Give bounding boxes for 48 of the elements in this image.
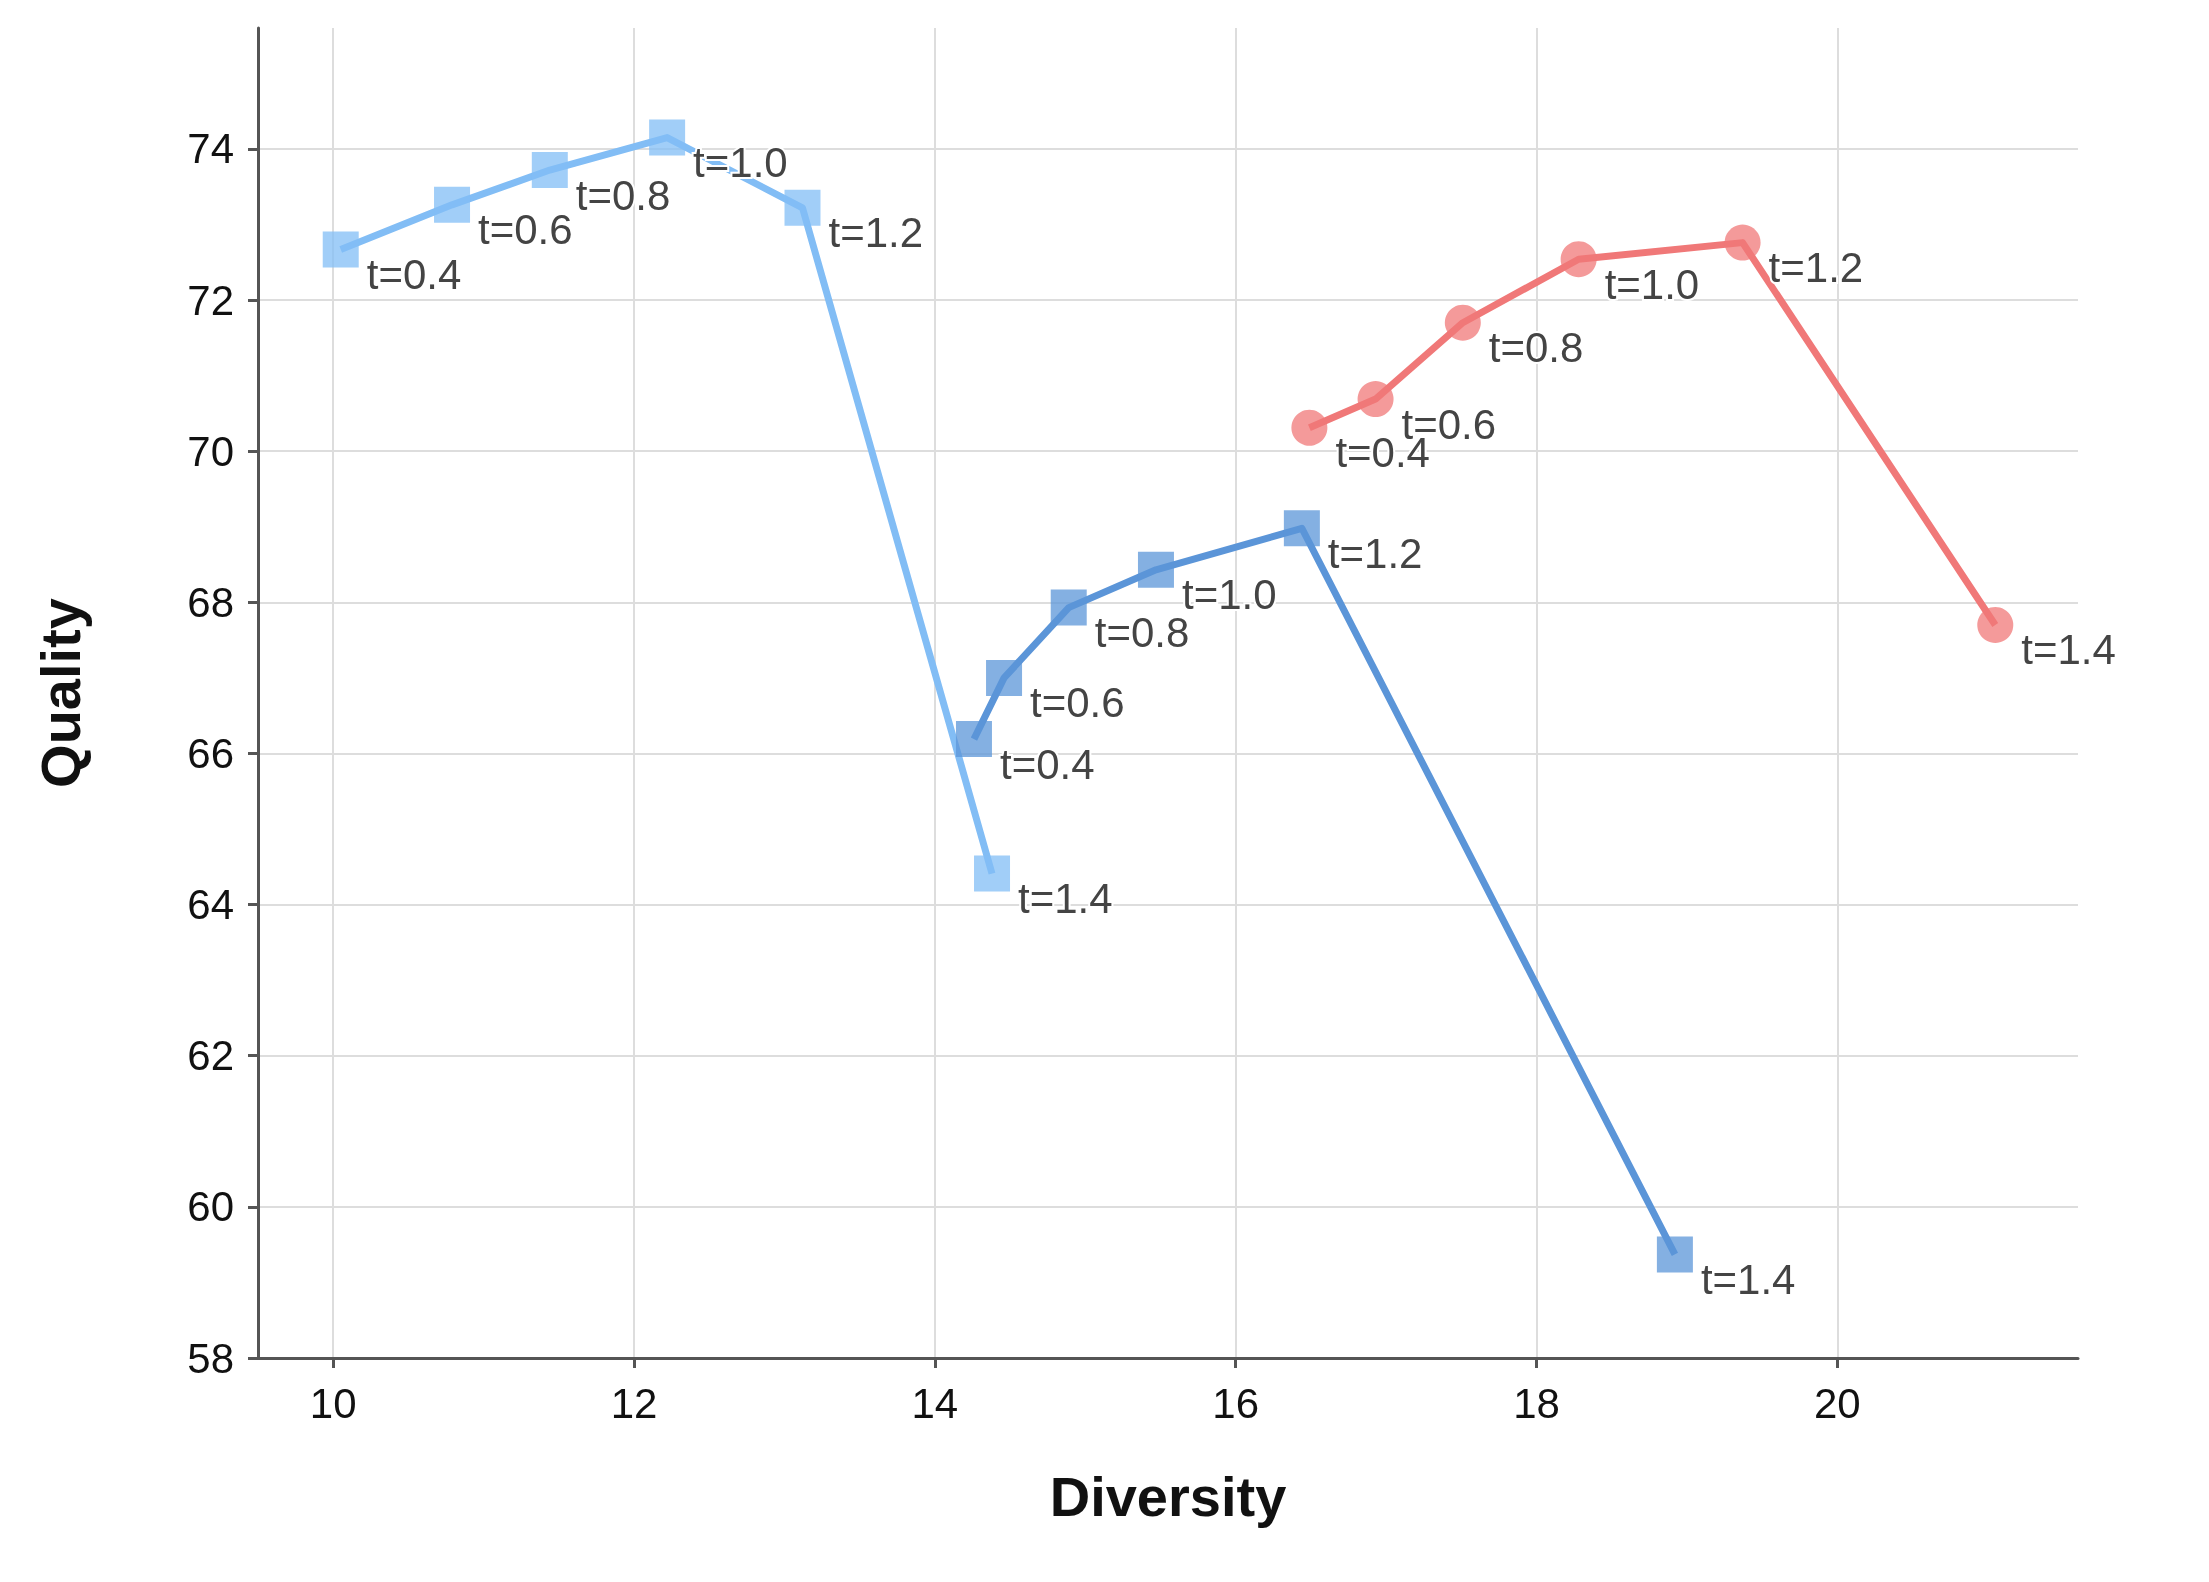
- y-tick-label: 64: [187, 881, 234, 929]
- point: [1977, 607, 2014, 643]
- point: [974, 855, 1011, 892]
- x-tick-label: 16: [1212, 1379, 1260, 1427]
- annotation: t=1.0: [1604, 260, 1700, 308]
- point: [1560, 241, 1597, 278]
- point: [649, 119, 686, 156]
- point: [986, 659, 1023, 696]
- annotation: t=0.4: [999, 740, 1095, 788]
- point: [1283, 510, 1320, 547]
- annotation: t=0.8: [1488, 324, 1584, 372]
- annotation: t=0.6: [1030, 679, 1125, 727]
- y-tick-label: 60: [187, 1183, 234, 1231]
- annotation: t=1.4: [2021, 626, 2116, 674]
- point: [955, 721, 992, 758]
- point: [434, 186, 471, 223]
- x-tick-label: 14: [911, 1379, 959, 1427]
- y-tick-label: 74: [187, 125, 234, 173]
- point: [531, 152, 568, 189]
- point: [1357, 381, 1394, 418]
- point: [1137, 551, 1174, 588]
- annotation: t=1.4: [1018, 875, 1113, 923]
- x-tick-label: 20: [1813, 1379, 1861, 1427]
- annotation: t=0.8: [575, 171, 671, 219]
- point: [1724, 224, 1761, 261]
- y-tick-label: 62: [187, 1032, 234, 1080]
- point: [1444, 304, 1481, 341]
- y-tick-label: 70: [187, 427, 234, 475]
- x-tick-label: 10: [309, 1379, 357, 1427]
- x-axis-title: Diversity: [1049, 1464, 1287, 1528]
- x-tick-label: 12: [610, 1379, 658, 1427]
- point: [1656, 1236, 1693, 1273]
- point: [1291, 409, 1328, 446]
- annotation: t=1.2: [1327, 529, 1423, 577]
- annotation: t=1.2: [828, 209, 924, 257]
- y-tick-label: 68: [187, 578, 234, 626]
- point: [322, 231, 359, 268]
- annotation: t=1.2: [1768, 244, 1864, 292]
- annotation: t=1.4: [1700, 1255, 1796, 1303]
- y-tick-label: 66: [187, 729, 234, 777]
- x-tick-label: 18: [1513, 1379, 1560, 1427]
- point: [1050, 589, 1087, 626]
- y-tick-label: 72: [187, 276, 234, 324]
- annotation: t=0.4: [366, 250, 462, 298]
- annotation: t=0.6: [478, 206, 573, 254]
- y-axis-title: Quality: [28, 598, 92, 788]
- point: [784, 189, 821, 226]
- y-tick-label: 58: [187, 1334, 234, 1382]
